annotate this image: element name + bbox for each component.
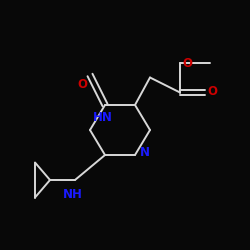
Text: O: O: [78, 78, 88, 90]
Text: O: O: [182, 57, 192, 70]
Text: NH: NH: [62, 188, 82, 200]
Text: HN: HN: [92, 111, 112, 124]
Text: N: N: [140, 146, 150, 159]
Text: O: O: [208, 85, 218, 98]
